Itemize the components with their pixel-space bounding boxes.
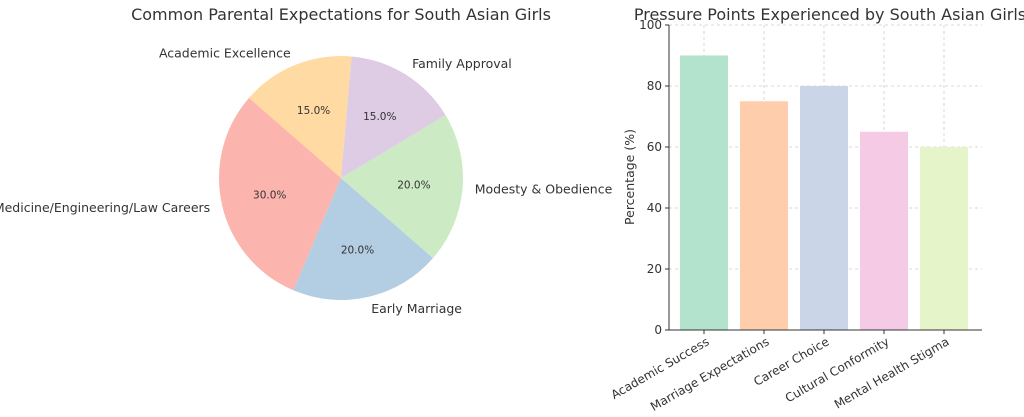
pie-slice-early-marriage [293,178,434,300]
x-tick-label: Mental Health Stigma [832,334,952,411]
pie-slice-label-early-marriage: Early Marriage [371,301,462,316]
pie-percent-label-medicine-engineering-law-careers: 30.0% [253,190,286,202]
pie-slice-label-medicine-engineering-law-careers: Medicine/Engineering/Law Careers [0,200,210,215]
y-tick-label: 80 [647,79,662,93]
bar-cultural-conformity [860,131,908,330]
pie-slice-medicine-engineering-law-careers [219,97,341,291]
pie-slice-label-modesty-obedience: Modesty & Obedience [475,182,613,197]
pie-chart-title: Common Parental Expectations for South A… [131,5,551,24]
y-tick-label: 0 [654,323,662,337]
pie-percent-label-modesty-obedience: 20.0% [397,179,430,191]
bar-marriage-expectations [740,101,788,330]
bar-chart: Pressure Points Experienced by South Asi… [609,5,1024,414]
pie-percent-label-academic-excellence: 15.0% [297,105,330,117]
bar-chart-y-axis-label: Percentage (%) [622,129,637,225]
y-tick-label: 60 [647,140,662,154]
y-tick-label: 100 [639,18,662,32]
y-tick-label: 20 [647,262,662,276]
bar-academic-success [680,55,728,330]
bar-career-choice [800,86,848,330]
y-tick-label: 40 [647,201,662,215]
bar-chart-title: Pressure Points Experienced by South Asi… [634,5,1024,24]
pie-slice-label-academic-excellence: Academic Excellence [159,46,291,61]
pie-chart: Common Parental Expectations for South A… [0,5,613,316]
x-tick-label: Academic Success [609,334,712,401]
pie-slice-family-approval [341,56,446,178]
pie-percent-label-family-approval: 15.0% [363,111,396,123]
x-tick-label: Cultural Conformity [783,334,892,405]
bar-mental-health-stigma [920,147,968,330]
pie-percent-label-early-marriage: 20.0% [341,244,374,256]
pie-slice-modesty-obedience [341,115,463,259]
pie-slice-academic-excellence [248,55,352,178]
pie-slice-label-family-approval: Family Approval [412,56,512,71]
